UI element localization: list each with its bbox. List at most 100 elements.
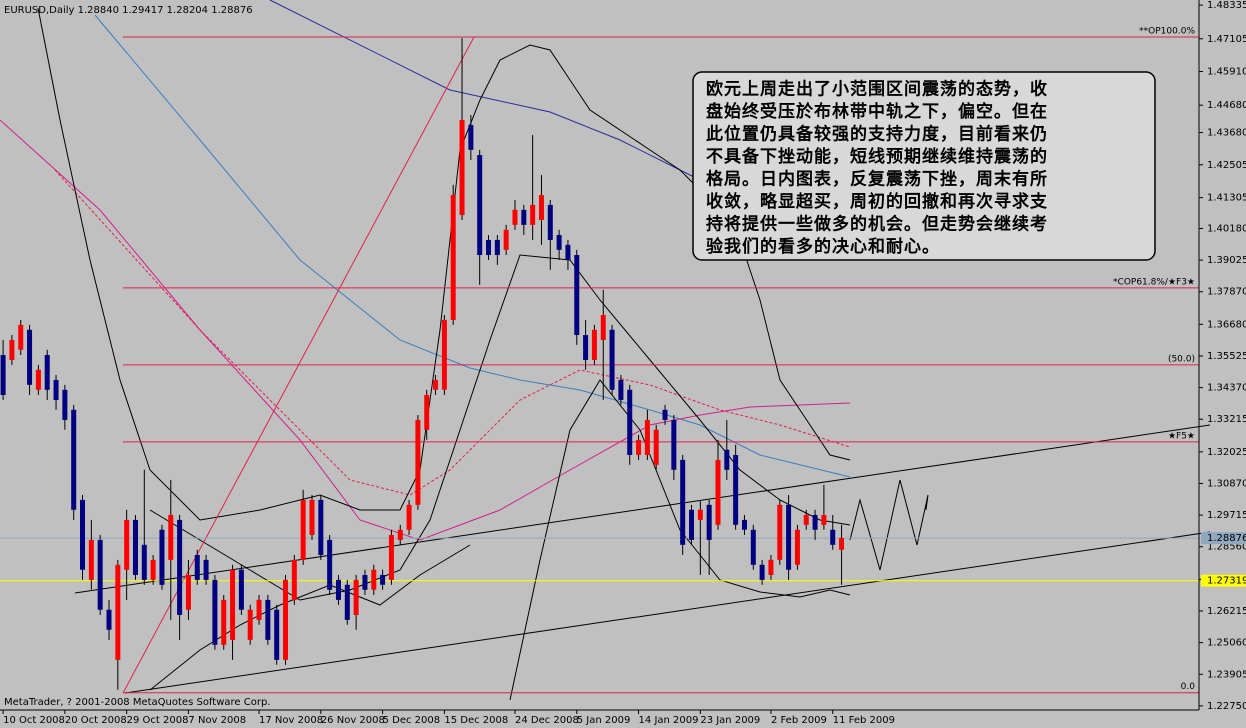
y-tick-label: 1.32025 (1207, 447, 1246, 458)
candle-body (194, 554, 200, 580)
annotation-box (692, 71, 1156, 261)
y-tick-label: 1.44680 (1207, 100, 1246, 111)
bollinger-middle (149, 254, 851, 601)
candle-body (9, 339, 15, 360)
candle-body (653, 429, 659, 465)
candle-body (380, 574, 386, 585)
candle-body (644, 419, 650, 455)
candle-body (53, 379, 59, 400)
x-tick-label: 17 Nov 2008 (259, 715, 323, 726)
candle-body (530, 204, 536, 225)
candle-body (724, 449, 730, 470)
candle-body (265, 599, 271, 640)
candle-body (741, 519, 747, 530)
candle-body (768, 559, 774, 575)
candle-body (803, 514, 809, 525)
candle-body (662, 409, 668, 420)
level-label: **OP100.0% (1139, 26, 1195, 36)
candle-body (830, 529, 836, 545)
candle-body (503, 229, 509, 250)
candle-body (71, 409, 77, 510)
y-tick-label: 1.34370 (1207, 383, 1246, 394)
candle-body (371, 569, 377, 590)
annotation-line: 此位置仍具备较强的支持力度，目前看来仍 (706, 124, 1048, 145)
annotation-line: 欧元上周走出了小范围区间震荡的态势，收 (706, 79, 1048, 100)
candle-body (565, 244, 571, 260)
candle-body (574, 255, 580, 336)
candle-body (609, 329, 615, 390)
candle-body (124, 519, 130, 570)
candle-body (62, 389, 68, 420)
candle-body (230, 569, 236, 640)
y-tick-label: 1.43680 (1207, 128, 1246, 139)
y-tick-label: 1.23905 (1207, 669, 1246, 680)
candle-body (839, 537, 845, 550)
candle-body (132, 519, 138, 575)
price-label: 1.27319 (1207, 576, 1246, 587)
annotation-line: 验我们的看多的决心和耐心。 (706, 236, 940, 257)
annotation-line: 盘始终受压於布林带中轨之下，偏空。但在 (706, 101, 1048, 122)
candle-body (750, 529, 756, 565)
trend-line (74, 424, 1211, 594)
candle-body (291, 559, 297, 600)
candle-body (759, 564, 765, 580)
candle-body (256, 599, 262, 620)
candle-body (512, 209, 518, 225)
y-tick-label: 1.45910 (1207, 66, 1246, 77)
candle-body (27, 329, 33, 385)
candle-body (786, 504, 792, 570)
y-tick-label: 1.42505 (1207, 160, 1246, 171)
candle-body (80, 499, 86, 570)
candle-body (344, 584, 350, 620)
header: EURUSD,Daily 1.28840 1.29417 1.28204 1.2… (4, 5, 253, 16)
candle-body (424, 394, 430, 430)
candle-body (35, 369, 41, 390)
x-tick-label: 15 Dec 2008 (444, 715, 508, 726)
candle-body (441, 319, 447, 390)
candle-body (486, 239, 492, 256)
candle-body (150, 559, 156, 580)
y-tick-label: 1.29715 (1207, 510, 1246, 521)
level-label: *COP61.8%/★F3★ (1113, 277, 1195, 287)
candle-body (468, 124, 474, 150)
candle-body (397, 529, 403, 540)
x-tick-label: 10 Oct 2008 (3, 715, 65, 726)
projection (849, 479, 929, 571)
y-tick-label: 1.39025 (1207, 255, 1246, 266)
candle-body (177, 519, 183, 615)
candle-body (706, 504, 712, 540)
candle-body (697, 509, 703, 520)
candle-body (18, 324, 24, 350)
x-tick-label: 7 Nov 2008 (188, 715, 246, 726)
y-tick-label: 1.30870 (1207, 478, 1246, 489)
candle-body (547, 204, 553, 240)
candle-body (318, 499, 324, 555)
y-tick-label: 1.26215 (1207, 606, 1246, 617)
level-label: 0.0 (1181, 682, 1196, 692)
y-tick-label: 1.40180 (1207, 223, 1246, 234)
x-tick-label: 11 Feb 2009 (833, 715, 895, 726)
x-tick-label: 24 Dec 2008 (515, 715, 579, 726)
candle-body (591, 329, 597, 360)
price-box (1201, 574, 1246, 587)
annotation-line: 格局。日内图表，反复震荡下挫，周末有所 (706, 169, 1048, 190)
candle-body (247, 609, 253, 640)
candle-body (812, 514, 818, 530)
moving-average (94, 14, 851, 478)
candle-body (671, 419, 677, 470)
candle-body (168, 514, 174, 560)
candle-body (433, 379, 439, 390)
x-tick-label: 5 Dec 2008 (383, 715, 441, 726)
candle-body (794, 529, 800, 565)
candle-body (521, 209, 527, 225)
price-label: 1.28876 (1207, 533, 1246, 544)
footer: MetaTrader, ? 2001-2008 MetaQuotes Softw… (4, 697, 270, 708)
candle-body (600, 315, 606, 340)
candle-body (636, 439, 642, 455)
candle-body (335, 579, 341, 600)
candle-body (185, 574, 191, 610)
x-tick-label: 26 Nov 2008 (321, 715, 385, 726)
candle-body (627, 389, 633, 455)
x-tick-label: 5 Jan 2009 (577, 715, 631, 726)
candle-body (538, 195, 544, 220)
